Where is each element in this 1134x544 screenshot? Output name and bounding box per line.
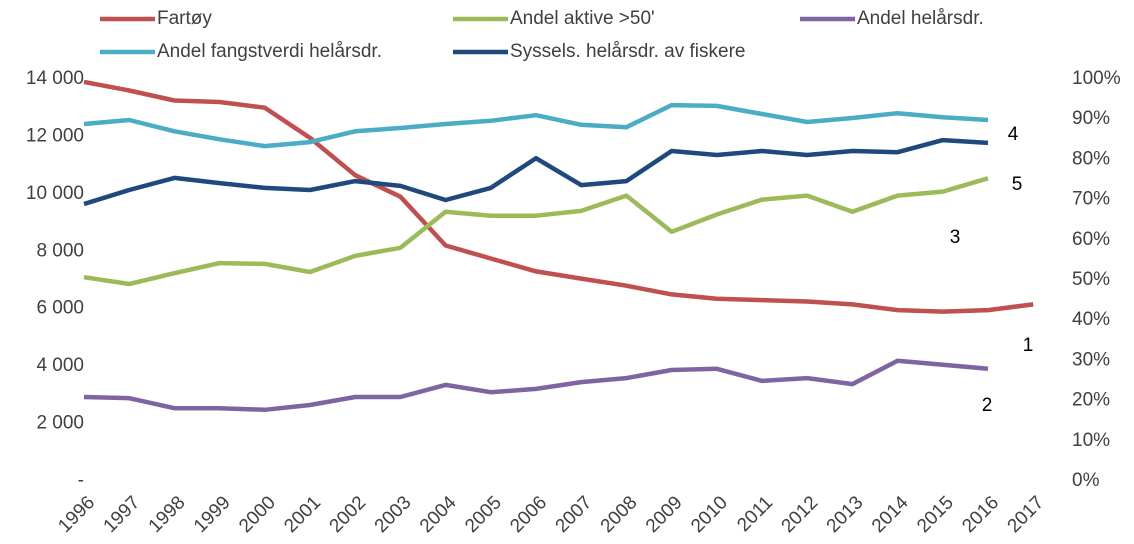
x-tick-label: 2000 <box>235 492 280 537</box>
y-tick-label: 2 000 <box>36 413 84 434</box>
x-tick-label: 2001 <box>280 492 325 537</box>
x-tick-label: 1999 <box>190 492 235 537</box>
x-tick-label: 2014 <box>868 492 913 537</box>
y2-tick-label: 30% <box>1072 349 1110 370</box>
y2-tick-label: 60% <box>1072 229 1110 250</box>
x-tick-label: 1998 <box>145 492 190 537</box>
x-tick-label: 2010 <box>687 492 732 537</box>
x-tick-label: 2008 <box>597 492 642 537</box>
y2-tick-label: 20% <box>1072 390 1110 411</box>
y2-tick-label: 50% <box>1072 269 1110 290</box>
annotation: 3 <box>950 227 961 248</box>
y-tick-label: 12 000 <box>26 125 84 146</box>
x-tick-label: 2004 <box>416 492 461 537</box>
x-tick-label: 2011 <box>733 492 777 536</box>
x-tick-label: 2007 <box>552 492 597 537</box>
legend-label: Andel aktive >50' <box>510 8 655 29</box>
y2-tick-label: 80% <box>1072 148 1110 169</box>
y2-tick-label: 100% <box>1072 68 1121 89</box>
x-tick-label: 1996 <box>54 492 99 537</box>
legend-label: Syssels. helårsdr. av fiskere <box>510 41 745 62</box>
y2-tick-label: 70% <box>1072 189 1110 210</box>
legend-label: Andel helårsdr. <box>857 8 984 29</box>
x-tick-label: 2005 <box>461 492 506 537</box>
y-tick-label: 6 000 <box>36 298 84 319</box>
y2-tick-label: 40% <box>1072 309 1110 330</box>
legend-label: Andel fangstverdi helårsdr. <box>157 41 382 62</box>
x-tick-label: 2003 <box>371 492 416 537</box>
x-tick-label: 2016 <box>958 492 1003 537</box>
y-tick-label: 8 000 <box>36 240 84 261</box>
series-line <box>83 102 989 149</box>
y2-tick-label: 0% <box>1072 470 1100 491</box>
series-line <box>83 358 989 413</box>
series-line <box>83 79 1034 314</box>
x-tick-label: 2015 <box>913 492 958 537</box>
x-tick-label: 2009 <box>642 492 687 537</box>
x-tick-label: 2012 <box>778 492 823 537</box>
annotation: 1 <box>1023 335 1034 356</box>
series-line <box>83 176 989 287</box>
y-tick-label: 4 000 <box>36 355 84 376</box>
annotation: 5 <box>1012 174 1023 195</box>
y-tick-label: 10 000 <box>26 183 84 204</box>
y2-tick-label: 90% <box>1072 108 1110 129</box>
x-tick-label: 2017 <box>1004 492 1049 537</box>
x-tick-label: 2006 <box>506 492 551 537</box>
y2-tick-label: 10% <box>1072 430 1110 451</box>
series-line <box>83 137 989 207</box>
x-tick-label: 2002 <box>326 492 371 537</box>
annotation: 4 <box>1008 124 1019 145</box>
y-tick-label: 14 000 <box>26 68 84 89</box>
y-tick-label: - <box>78 470 84 491</box>
x-tick-label: 1997 <box>100 492 145 537</box>
annotation: 2 <box>982 395 993 416</box>
legend-label: Fartøy <box>157 8 212 29</box>
x-tick-label: 2013 <box>823 492 868 537</box>
